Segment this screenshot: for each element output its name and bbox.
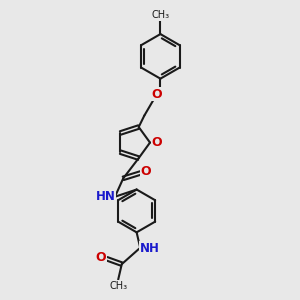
Text: O: O <box>152 88 162 100</box>
Text: NH: NH <box>140 242 160 255</box>
Text: CH₃: CH₃ <box>109 280 127 290</box>
Text: HN: HN <box>95 190 116 203</box>
Text: CH₃: CH₃ <box>151 11 169 20</box>
Text: O: O <box>96 251 106 264</box>
Text: O: O <box>151 136 162 149</box>
Text: O: O <box>140 165 151 178</box>
